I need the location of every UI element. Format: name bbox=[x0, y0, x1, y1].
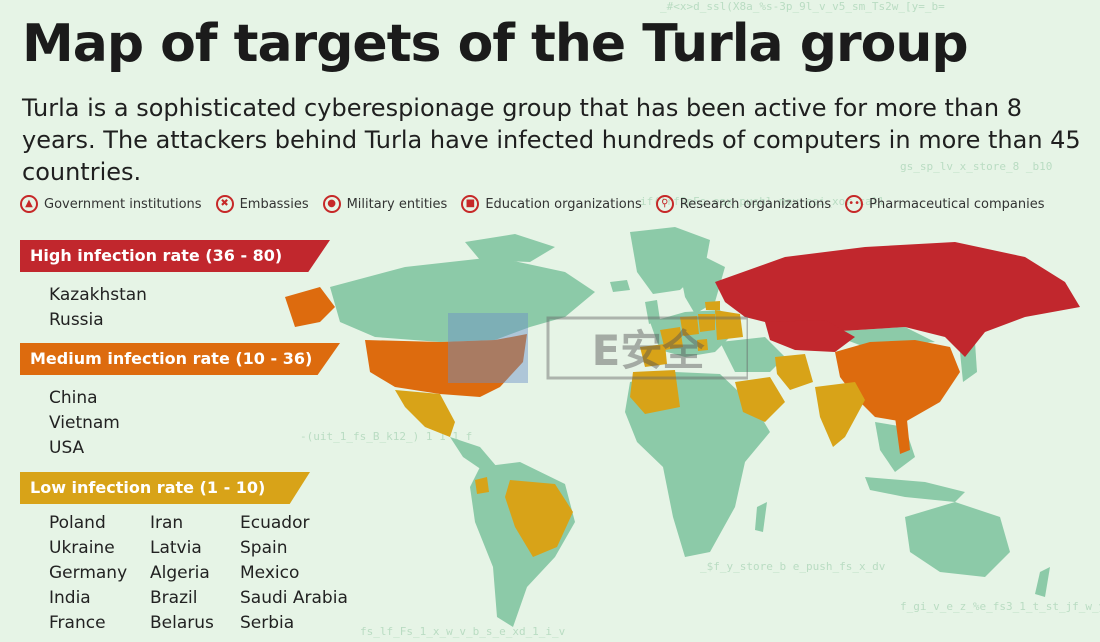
watermark-logo: E安全 bbox=[448, 313, 748, 383]
country-item: Russia bbox=[49, 310, 104, 330]
iceland-shape bbox=[610, 280, 630, 292]
middle-east-shape bbox=[720, 337, 785, 372]
germany-shape bbox=[680, 316, 699, 336]
legend-label: Pharmaceutical companies bbox=[869, 196, 1045, 212]
legend-label: Education organizations bbox=[485, 196, 642, 212]
country-item: Latvia bbox=[150, 538, 202, 558]
background-code-pattern: if(!rfSpFo eax_pushl mov esi_xor call bbox=[640, 195, 886, 208]
saudi-arabia-shape bbox=[735, 377, 785, 422]
research-icon: ⚲ bbox=[655, 195, 674, 213]
scandinavia-shape bbox=[680, 257, 725, 314]
country-item: Spain bbox=[240, 538, 288, 558]
legend-item-research: ⚲ Research organizations bbox=[655, 195, 832, 213]
page-title: Map of targets of the Turla group bbox=[22, 14, 969, 74]
education-icon: ■ bbox=[461, 195, 480, 213]
country-item: Serbia bbox=[240, 613, 295, 633]
high-infection-banner: High infection rate (36 - 80) bbox=[20, 240, 330, 272]
legend-label: Military entities bbox=[346, 196, 448, 212]
background-code-pattern: f_gi_v_e_z_%e_fs3_1_t_st_jf_w_y bbox=[900, 600, 1100, 613]
latvia-shape bbox=[705, 301, 720, 310]
new-zealand-shape bbox=[1035, 567, 1050, 597]
medium-infection-country-list: China Vietnam USA bbox=[49, 386, 120, 461]
legend-label: Government institutions bbox=[44, 196, 202, 212]
country-item: France bbox=[49, 613, 106, 633]
country-item: Kazakhstan bbox=[49, 285, 147, 305]
china-shape bbox=[835, 340, 960, 422]
target-type-legend: ▲ Government institutions ✖ Embassies ● … bbox=[20, 195, 1059, 213]
algeria-shape bbox=[630, 370, 680, 414]
high-infection-regions bbox=[715, 242, 1080, 357]
serbia-shape bbox=[697, 339, 708, 351]
kazakhstan-shape bbox=[765, 320, 855, 352]
legend-item-government: ▲ Government institutions bbox=[20, 195, 202, 213]
central-america-shape bbox=[450, 437, 497, 472]
low-infection-regions bbox=[395, 301, 865, 557]
country-item: Mexico bbox=[240, 563, 300, 583]
watermark-logo-mark bbox=[448, 313, 528, 383]
iran-shape bbox=[775, 354, 813, 390]
uk-shape bbox=[645, 300, 660, 324]
indonesia-shape bbox=[865, 477, 965, 502]
country-item: Ecuador bbox=[240, 513, 310, 533]
usa-shape bbox=[365, 334, 527, 397]
country-item: Belarus bbox=[150, 613, 214, 633]
world-map bbox=[285, 227, 1080, 627]
country-item: Saudi Arabia bbox=[240, 588, 348, 608]
background-code-pattern: _$f_y_store_b e_push_fs_x_dv bbox=[700, 560, 886, 573]
country-item: China bbox=[49, 388, 98, 408]
watermark-frame bbox=[546, 316, 748, 380]
background-code-pattern: -(uit_1_fs_B_k12_) 1 1 1 f bbox=[300, 430, 473, 443]
page-subtitle: Turla is a sophisticated cyberespionage … bbox=[22, 94, 1081, 186]
country-item: Algeria bbox=[150, 563, 210, 583]
spain-shape bbox=[640, 344, 667, 367]
medium-infection-regions bbox=[285, 287, 960, 454]
background-code-pattern: _#<x>d_ssl(X8a_%s-3p_9l_v_v5_sm_Ts2w_[y=… bbox=[660, 0, 945, 13]
low-infection-banner: Low infection rate (1 - 10) bbox=[20, 472, 310, 504]
low-infection-country-list-col1: Poland Ukraine Germany India France bbox=[49, 511, 127, 636]
government-icon: ▲ bbox=[20, 195, 38, 213]
low-infection-country-list-col3: Ecuador Spain Mexico Saudi Arabia Serbia bbox=[240, 511, 348, 636]
pharmaceutical-icon: •• bbox=[845, 195, 864, 213]
belarus-ukraine-shape bbox=[715, 310, 743, 340]
country-item: Vietnam bbox=[49, 413, 120, 433]
country-item: India bbox=[49, 588, 91, 608]
medium-infection-banner: Medium infection rate (10 - 36) bbox=[20, 343, 340, 375]
country-item: Ukraine bbox=[49, 538, 115, 558]
australia-shape bbox=[905, 502, 1010, 577]
legend-item-education: ■ Education organizations bbox=[461, 195, 642, 213]
ecuador-shape bbox=[475, 477, 489, 494]
legend-label: Research organizations bbox=[679, 196, 832, 212]
country-item: Brazil bbox=[150, 588, 198, 608]
legend-item-pharmaceutical: •• Pharmaceutical companies bbox=[845, 195, 1045, 213]
military-icon: ● bbox=[322, 195, 341, 213]
brazil-shape bbox=[505, 480, 573, 557]
country-item: Poland bbox=[49, 513, 106, 533]
land-base bbox=[330, 227, 1050, 627]
france-shape bbox=[660, 327, 683, 350]
arctic-islands-shape bbox=[465, 234, 555, 262]
country-item: Germany bbox=[49, 563, 128, 583]
india-shape bbox=[815, 382, 865, 447]
legend-label: Embassies bbox=[239, 196, 309, 212]
mexico-shape bbox=[395, 390, 455, 437]
vietnam-shape bbox=[895, 417, 910, 454]
legend-item-military: ● Military entities bbox=[322, 195, 448, 213]
poland-shape bbox=[698, 314, 715, 332]
country-item: Iran bbox=[150, 513, 184, 533]
africa-shape bbox=[625, 372, 770, 557]
background-code-pattern: gs_sp_lv_x_store_8 _b10 bbox=[900, 160, 1053, 173]
watermark-text: E安全 bbox=[592, 326, 706, 375]
madagascar-shape bbox=[755, 502, 767, 532]
alaska-shape bbox=[285, 287, 335, 327]
legend-item-embassies: ✖ Embassies bbox=[215, 195, 309, 213]
low-infection-country-list-col2: Iran Latvia Algeria Brazil Belarus bbox=[150, 511, 214, 636]
embassies-icon: ✖ bbox=[215, 195, 234, 213]
canada-shape bbox=[330, 257, 595, 342]
background-code-pattern: fs_lf_Fs_1_x_w_v_b_s_e_xd_1_i_v bbox=[360, 625, 566, 638]
high-infection-country-list: Kazakhstan Russia bbox=[49, 283, 147, 333]
country-item: USA bbox=[49, 438, 85, 458]
